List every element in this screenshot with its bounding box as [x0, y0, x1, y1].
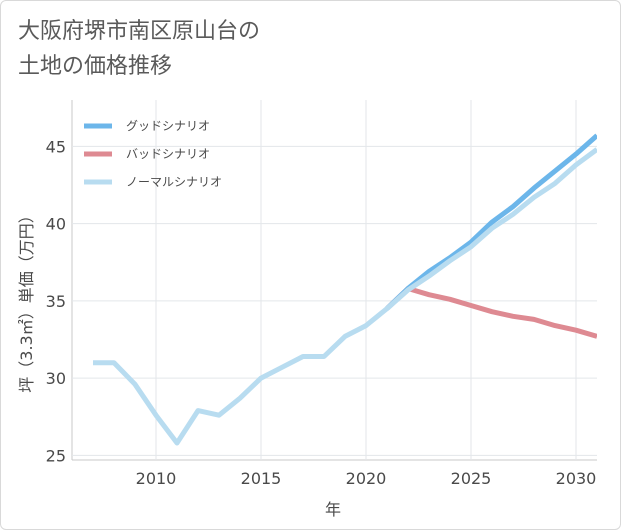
legend-label: バッドシナリオ: [126, 147, 210, 161]
series-line-0: [385, 133, 597, 311]
tick-labels: 2010 2015 2020 2025 2030 25 30 35 40 45: [46, 137, 597, 488]
y-tick-label: 45: [46, 137, 66, 156]
y-axis-label: 坪（3.3㎡）単価（万円）: [17, 207, 36, 392]
legend-label: ノーマルシナリオ: [126, 175, 222, 189]
y-tick-label: 30: [46, 369, 66, 388]
series-group: [93, 133, 597, 446]
legend-label: グッドシナリオ: [126, 119, 210, 133]
y-tick-label: 25: [46, 446, 66, 465]
grid: [71, 100, 597, 461]
chart-title: 大阪府堺市南区原山台の 土地の価格推移: [18, 14, 260, 84]
x-tick-label: 2015: [241, 469, 282, 488]
y-tick-label: 35: [46, 292, 66, 311]
x-tick-label: 2030: [556, 469, 597, 488]
series-line-2: [93, 147, 597, 446]
x-tick-label: 2020: [346, 469, 387, 488]
chart-title-line-2: 土地の価格推移: [18, 54, 173, 79]
x-axis-label: 年: [325, 500, 341, 519]
chart-title-line-1: 大阪府堺市南区原山台の: [18, 19, 261, 44]
x-tick-label: 2010: [136, 469, 177, 488]
x-tick-label: 2025: [451, 469, 492, 488]
series-line-1: [385, 286, 597, 339]
y-tick-label: 40: [46, 215, 66, 234]
